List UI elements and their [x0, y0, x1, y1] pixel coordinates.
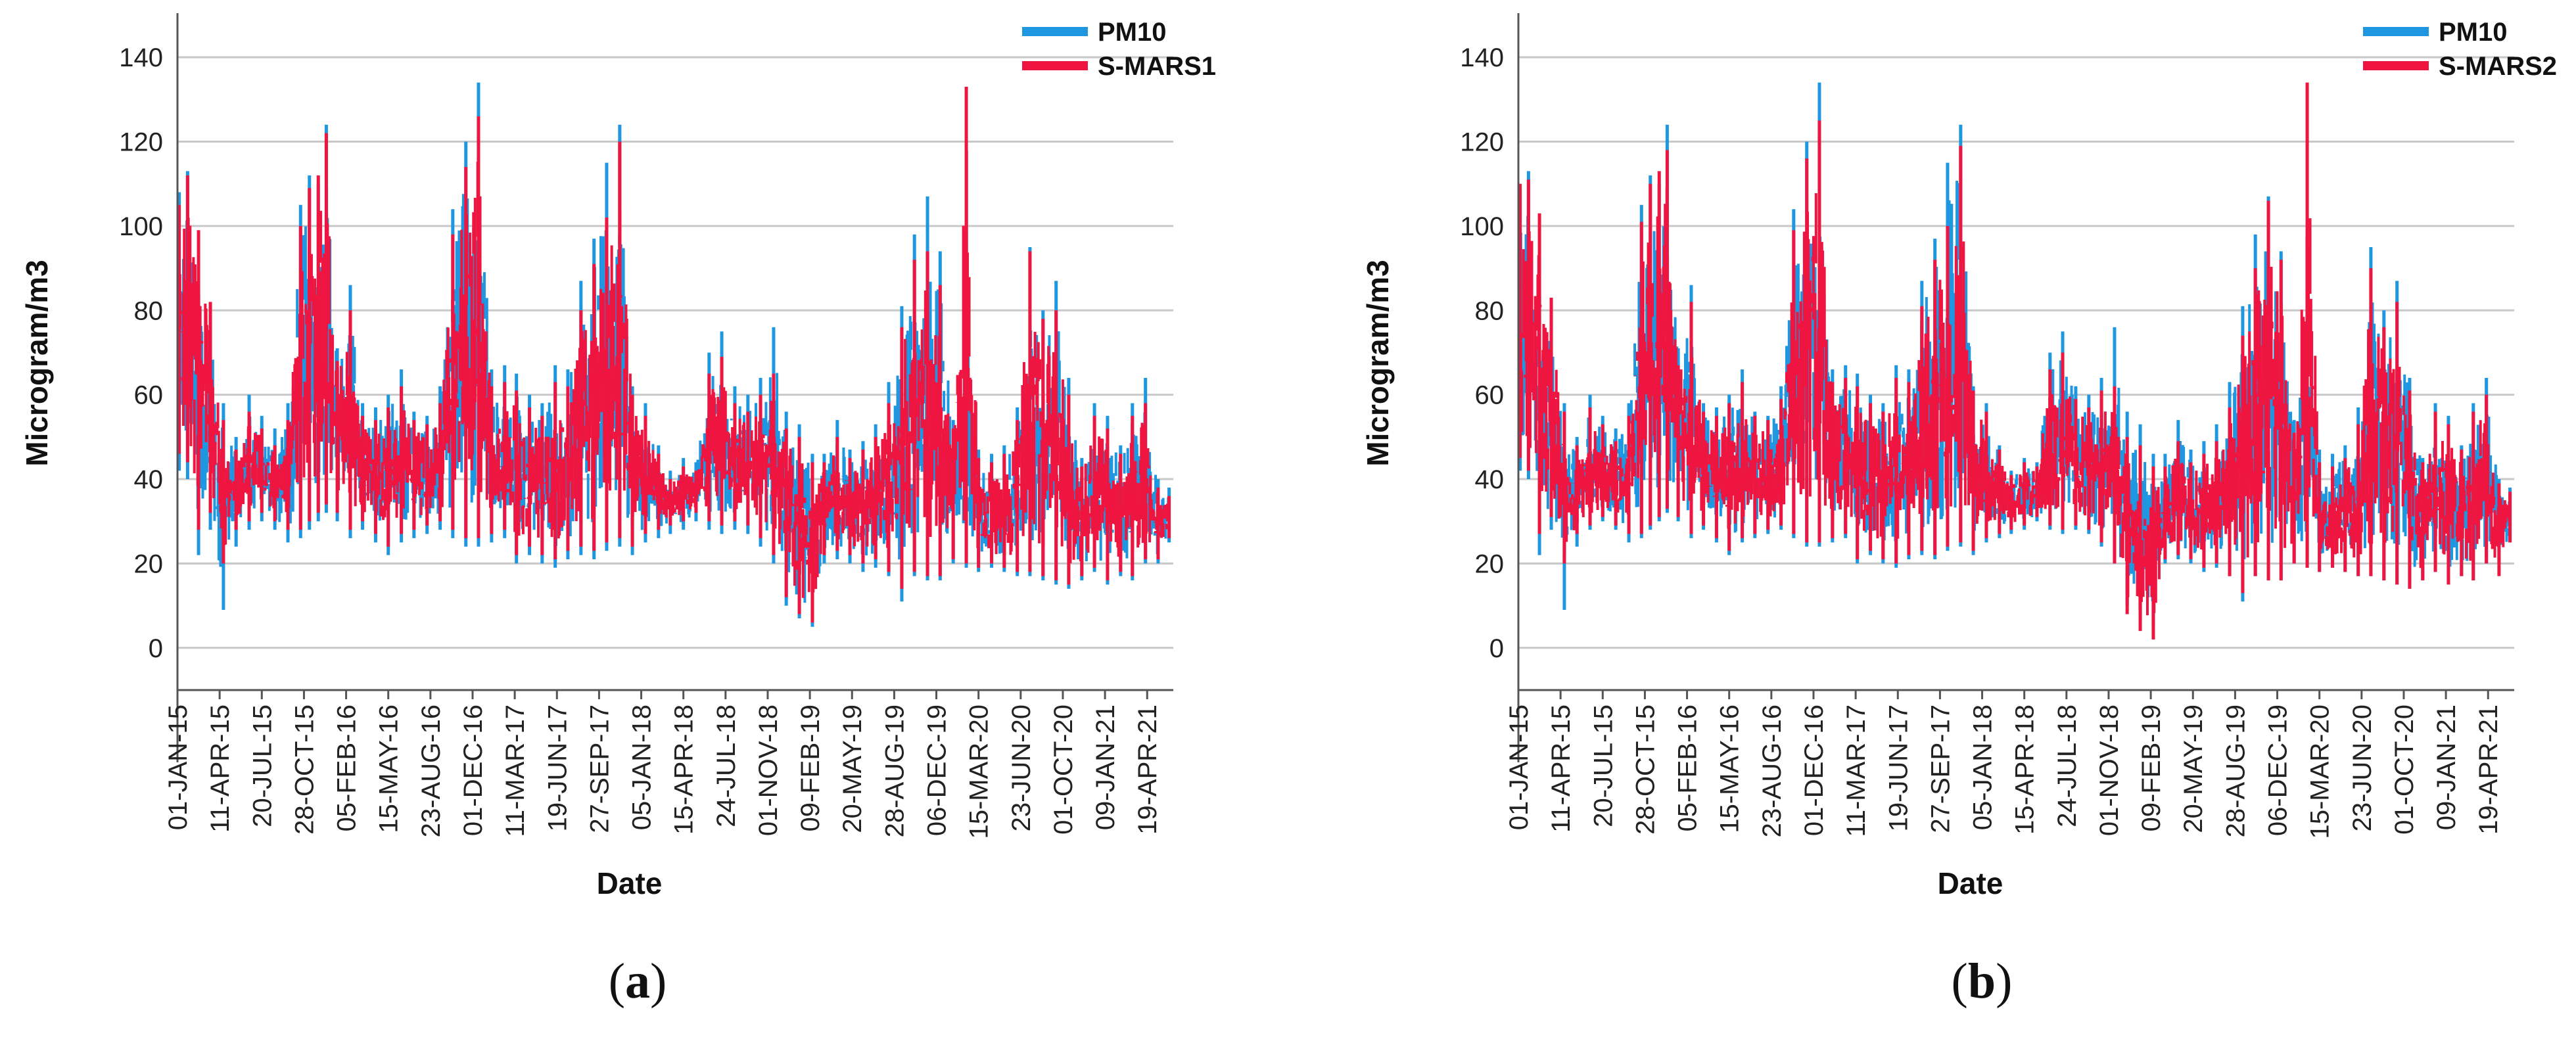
y-tick-label: 40 — [134, 465, 164, 494]
y-tick-label: 100 — [119, 212, 163, 241]
x-tick-label: 01-NOV-18 — [754, 705, 783, 836]
x-tick-label: 23-AUG-16 — [417, 705, 446, 837]
series-s-mars1 — [177, 87, 1171, 623]
x-tick-label: 15-APR-18 — [670, 705, 699, 835]
y-tick-label: 120 — [1460, 127, 1504, 156]
x-tick-label: 01-JAN-15 — [164, 705, 193, 830]
x-tick-label: 28-OCT-15 — [290, 705, 319, 835]
x-tick-label: 23-JUN-20 — [1007, 705, 1036, 831]
y-tick-label: 20 — [134, 549, 164, 578]
y-tick-label: 120 — [119, 127, 163, 156]
x-tick-label: 24-JUL-18 — [712, 705, 741, 827]
caption-a-open: ( — [608, 954, 625, 1009]
caption-a-close: ) — [650, 954, 667, 1009]
y-tick-label: 40 — [1475, 465, 1505, 494]
y-tick-label: 60 — [134, 381, 164, 410]
caption-a: (a) — [506, 953, 769, 1010]
y-tick-label: 60 — [1475, 381, 1505, 410]
x-tick-label: 19-JUN-17 — [543, 705, 572, 831]
x-tick-label: 19-APR-21 — [1133, 705, 1162, 835]
x-tick-label: 09-JAN-21 — [1091, 705, 1120, 830]
y-tick-label: 0 — [1489, 634, 1504, 663]
legend-label: PM10 — [1098, 18, 1167, 47]
x-tick-label: 01-DEC-16 — [459, 705, 488, 836]
y-tick-label: 80 — [134, 296, 164, 325]
x-tick-label: 09-FEB-19 — [796, 705, 825, 831]
x-axis-title: Date — [597, 866, 663, 900]
legend-label: S-MARS1 — [1098, 52, 1216, 81]
chart-panel-a: 0 20 40 60 80 100 120 140 01-JAN-15 11-APR-15 20-J… — [0, 0, 1275, 1041]
chart-a-svg: 0 20 40 60 80 100 120 140 01-JAN-15 11-APR-15 20-J… — [20, 13, 1216, 900]
chart-panel-b: 0 20 40 60 80 100 120 140 01-JAN-15 11-APR-15 20-J… — [1341, 0, 2576, 1041]
x-tick-label: 28-AUG-19 — [880, 705, 909, 837]
caption-a-letter: a — [625, 954, 650, 1009]
x-tick-label: 20-JUL-15 — [248, 705, 277, 827]
x-tick-label: 11-MAR-17 — [501, 705, 530, 837]
y-tick-label: 140 — [119, 43, 163, 72]
y-tick-label: 20 — [1475, 549, 1505, 578]
x-tick-label: 27-SEP-17 — [585, 705, 614, 833]
x-tick-label: 06-DEC-19 — [923, 705, 952, 836]
y-axis-title: Microgram/m3 — [20, 260, 54, 466]
x-tick-label: 15-MAY-16 — [375, 705, 404, 833]
x-tick-label: 01-OCT-20 — [1049, 705, 1078, 835]
series-s-mars2 — [1518, 82, 2512, 639]
x-tick-label: 05-JAN-18 — [628, 705, 657, 830]
y-tick-label: 100 — [1460, 212, 1504, 241]
x-tick-label: 11-APR-15 — [206, 705, 235, 833]
y-tick-label: 80 — [1475, 296, 1505, 325]
x-tick-label: 05-FEB-16 — [333, 705, 362, 831]
x-tick-label: 20-MAY-19 — [838, 705, 867, 833]
legend: PM10 S-MARS1 — [1022, 18, 1216, 81]
x-tick-label: 15-MAR-20 — [965, 705, 994, 839]
y-tick-label: 0 — [149, 634, 163, 663]
y-tick-label: 140 — [1460, 43, 1504, 72]
